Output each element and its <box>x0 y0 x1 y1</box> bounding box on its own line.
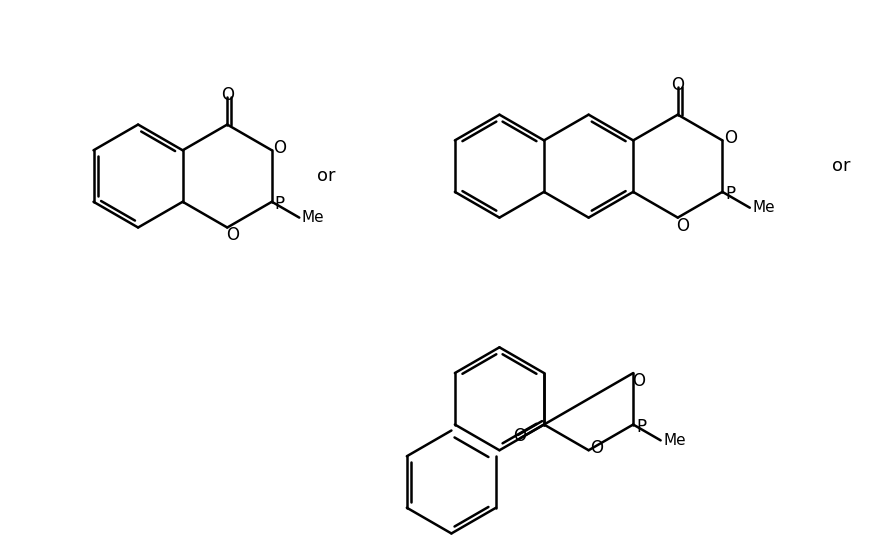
Text: O: O <box>590 439 603 457</box>
Text: O: O <box>226 227 239 245</box>
Text: O: O <box>724 129 737 148</box>
Text: or: or <box>317 167 335 185</box>
Text: P: P <box>725 185 735 203</box>
Text: Me: Me <box>752 200 775 215</box>
Text: O: O <box>632 372 645 390</box>
Text: O: O <box>514 427 526 446</box>
Text: O: O <box>273 139 286 157</box>
Text: P: P <box>636 418 646 436</box>
Text: Me: Me <box>663 433 685 448</box>
Text: P: P <box>275 195 284 213</box>
Text: O: O <box>671 76 685 94</box>
Text: Me: Me <box>302 210 324 225</box>
Text: O: O <box>677 217 689 234</box>
Text: O: O <box>220 86 234 104</box>
Text: or: or <box>832 157 850 175</box>
